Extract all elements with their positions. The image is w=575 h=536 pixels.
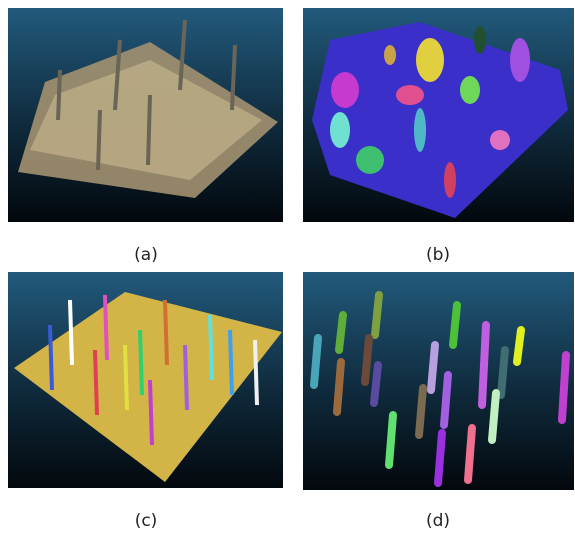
tree-stem [419,388,423,435]
tree-stem [95,350,97,415]
tree-stem [230,330,232,395]
tree-segment [384,45,396,65]
tree-stem [517,330,521,362]
panel-d [303,272,574,490]
tree-stem [337,362,341,412]
tree-stem [185,345,187,410]
tree-stem [105,295,107,360]
tree-stem [453,305,457,345]
panel-b [303,8,574,222]
tree-stem [165,300,167,365]
tree-segment [510,38,530,82]
tree-stem [375,295,379,335]
tree-stem [339,315,343,350]
tree-segment [474,26,486,54]
tree-stem [438,433,442,483]
caption: (c) [116,511,176,531]
caption: (b) [408,245,468,265]
tree-stem [431,345,435,390]
tree-segment [331,72,359,108]
caption: (a) [116,245,176,265]
tree-stem [70,300,72,365]
tree-segment [444,162,456,198]
tree-segment [490,130,510,150]
tree-segment [460,76,480,104]
tree-stem [98,110,100,170]
tree-stem [148,95,150,165]
tree-stem [501,350,505,395]
panel-c [8,272,283,488]
tree-stem [210,315,212,380]
tree-stem [255,340,257,405]
tree-stem [314,338,318,385]
tree-segment [356,146,384,174]
tree-segment [330,112,350,148]
figure-images [0,0,575,536]
panel-a [8,8,283,222]
tree-stem [482,325,486,405]
tree-segment [414,108,426,152]
tree-stem [58,70,60,120]
tree-stem [140,330,142,395]
tree-stem [444,375,448,425]
tree-stem [468,428,472,480]
tree-stem [125,345,127,410]
figure: (a) (b) (c) (d) [0,0,575,536]
tree-stem [150,380,152,445]
tree-stem [50,325,52,390]
tree-stem [374,365,378,403]
tree-segment [416,38,444,82]
tree-stem [562,355,566,420]
tree-stem [365,338,369,382]
tree-stem [389,415,393,465]
caption: (d) [408,511,468,531]
tree-segment [396,85,424,105]
tree-stem [492,393,496,440]
